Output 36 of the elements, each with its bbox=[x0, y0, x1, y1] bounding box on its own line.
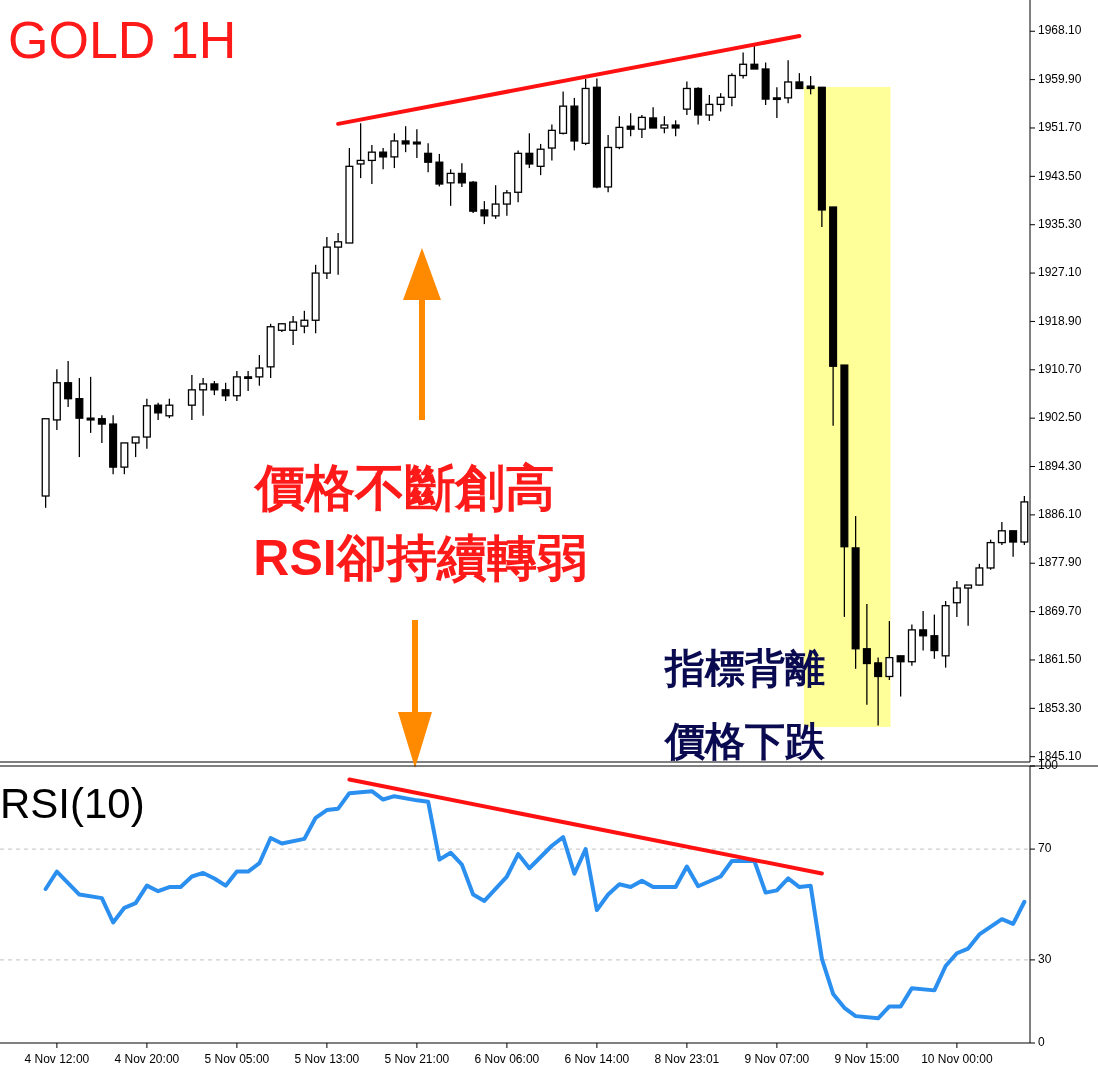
annotation: 指標背離 bbox=[665, 646, 825, 690]
xtick-label: 4 Nov 20:00 bbox=[114, 1052, 180, 1066]
xtick-label: 9 Nov 07:00 bbox=[744, 1052, 810, 1066]
ytick-label: 1902.50 bbox=[1038, 410, 1082, 425]
xtick-label: 4 Nov 12:00 bbox=[24, 1052, 90, 1066]
ytick-label: 1968.10 bbox=[1038, 23, 1082, 38]
ytick-label: 70 bbox=[1038, 841, 1052, 856]
annotation: 價格下跌 bbox=[665, 719, 825, 763]
xtick-label: 6 Nov 06:00 bbox=[474, 1052, 540, 1066]
ytick-label: 1861.50 bbox=[1038, 652, 1082, 667]
annotation: 價格不斷創高 bbox=[255, 460, 555, 516]
xtick-label: 5 Nov 13:00 bbox=[294, 1052, 360, 1066]
ytick-label: 1886.10 bbox=[1038, 507, 1082, 522]
ytick-label: 1853.30 bbox=[1038, 700, 1082, 715]
ytick-label: 1869.70 bbox=[1038, 603, 1082, 618]
ytick-label: 1943.50 bbox=[1038, 168, 1082, 183]
ytick-label: 1894.30 bbox=[1038, 458, 1082, 473]
annotation: RSI卻持續轉弱 bbox=[253, 530, 587, 586]
title: GOLD 1H bbox=[8, 11, 237, 69]
ytick-label: 1927.10 bbox=[1038, 265, 1082, 280]
ytick-label: 1918.90 bbox=[1038, 313, 1082, 328]
ytick-label: 1959.90 bbox=[1038, 71, 1082, 86]
xtick-label: 5 Nov 05:00 bbox=[204, 1052, 270, 1066]
ytick-label: 1951.70 bbox=[1038, 120, 1082, 135]
xtick-label: 10 Nov 00:00 bbox=[921, 1052, 993, 1066]
xtick-label: 5 Nov 21:00 bbox=[384, 1052, 450, 1066]
title: RSI(10) bbox=[0, 780, 145, 827]
ytick-label: 30 bbox=[1038, 952, 1052, 967]
ytick-label: 1910.70 bbox=[1038, 361, 1082, 376]
ytick-label: 0 bbox=[1038, 1035, 1045, 1050]
ytick-label: 100 bbox=[1038, 758, 1059, 773]
xtick-label: 6 Nov 14:00 bbox=[564, 1052, 630, 1066]
xtick-label: 8 Nov 23:01 bbox=[654, 1052, 720, 1066]
ytick-label: 1877.90 bbox=[1038, 555, 1082, 570]
ytick-label: 1935.30 bbox=[1038, 216, 1082, 231]
xtick-label: 9 Nov 15:00 bbox=[834, 1052, 900, 1066]
